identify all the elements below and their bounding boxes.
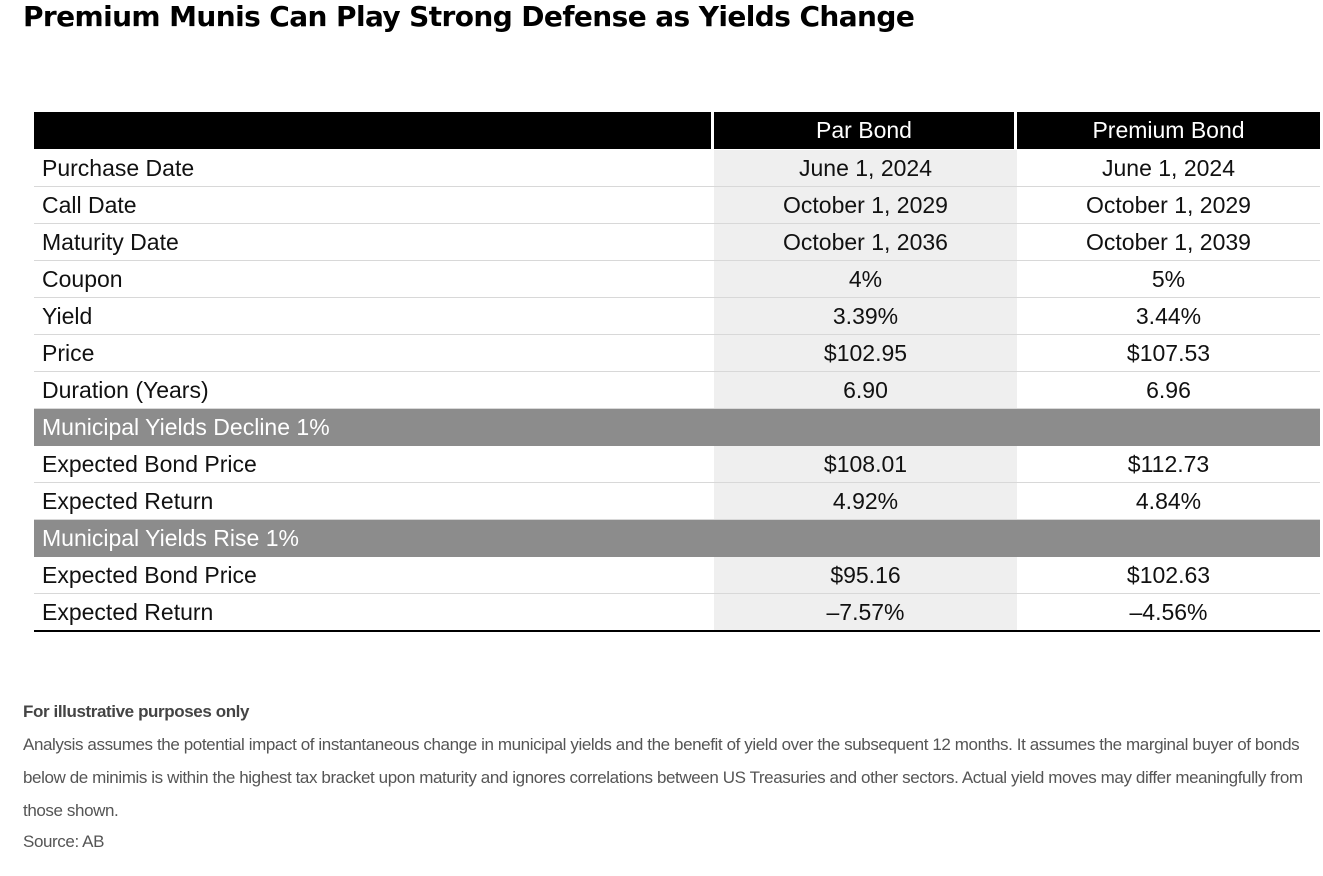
header-par-bond: Par Bond — [714, 112, 1017, 150]
table-header-row: Par Bond Premium Bond — [34, 112, 1320, 150]
par-bond-value: 3.39% — [714, 298, 1017, 335]
par-bond-value: $102.95 — [714, 335, 1017, 372]
footnotes: For illustrative purposes only Analysis … — [23, 700, 1313, 857]
par-bond-value: October 1, 2036 — [714, 224, 1017, 261]
table-row: Expected Bond Price $108.01 $112.73 — [34, 446, 1320, 483]
row-label: Expected Return — [34, 483, 714, 520]
table-row: Purchase Date June 1, 2024 June 1, 2024 — [34, 150, 1320, 187]
premium-bond-value: 4.84% — [1017, 483, 1320, 520]
row-label: Coupon — [34, 261, 714, 298]
row-label: Duration (Years) — [34, 372, 714, 409]
table-row: Expected Return 4.92% 4.84% — [34, 483, 1320, 520]
table-row: Price $102.95 $107.53 — [34, 335, 1320, 372]
table-row: Call Date October 1, 2029 October 1, 2029 — [34, 187, 1320, 224]
row-label: Maturity Date — [34, 224, 714, 261]
par-bond-value: June 1, 2024 — [714, 150, 1017, 187]
section-header-label: Municipal Yields Rise 1% — [34, 520, 1320, 557]
table-row: Coupon 4% 5% — [34, 261, 1320, 298]
par-bond-value: –7.57% — [714, 594, 1017, 632]
table-row: Expected Bond Price $95.16 $102.63 — [34, 557, 1320, 594]
premium-bond-value: 5% — [1017, 261, 1320, 298]
par-bond-value: 4.92% — [714, 483, 1017, 520]
premium-bond-value: 6.96 — [1017, 372, 1320, 409]
row-label: Yield — [34, 298, 714, 335]
premium-bond-value: $107.53 — [1017, 335, 1320, 372]
premium-bond-value: June 1, 2024 — [1017, 150, 1320, 187]
premium-bond-value: 3.44% — [1017, 298, 1320, 335]
section-header-row: Municipal Yields Rise 1% — [34, 520, 1320, 557]
par-bond-value: 6.90 — [714, 372, 1017, 409]
premium-bond-value: $112.73 — [1017, 446, 1320, 483]
par-bond-value: $95.16 — [714, 557, 1017, 594]
source-note: Source: AB — [23, 832, 105, 851]
table-body: Purchase Date June 1, 2024 June 1, 2024 Cal… — [34, 150, 1320, 632]
table-row: Duration (Years) 6.90 6.96 — [34, 372, 1320, 409]
premium-bond-value: $102.63 — [1017, 557, 1320, 594]
header-blank-cell — [34, 112, 714, 150]
row-label: Price — [34, 335, 714, 372]
row-label: Expected Return — [34, 594, 714, 632]
row-label: Purchase Date — [34, 150, 714, 187]
illustrative-note: For illustrative purposes only — [23, 702, 250, 721]
row-label: Expected Bond Price — [34, 446, 714, 483]
row-label: Call Date — [34, 187, 714, 224]
row-label: Expected Bond Price — [34, 557, 714, 594]
chart-title: Premium Munis Can Play Strong Defense as… — [23, 0, 915, 33]
table-row: Maturity Date October 1, 2036 October 1, 2… — [34, 224, 1320, 261]
premium-bond-value: –4.56% — [1017, 594, 1320, 632]
premium-bond-value: October 1, 2039 — [1017, 224, 1320, 261]
par-bond-value: 4% — [714, 261, 1017, 298]
premium-bond-value: October 1, 2029 — [1017, 187, 1320, 224]
bond-comparison-table: Par Bond Premium Bond Purchase Date June … — [34, 112, 1320, 632]
par-bond-value: $108.01 — [714, 446, 1017, 483]
par-bond-value: October 1, 2029 — [714, 187, 1017, 224]
section-header-label: Municipal Yields Decline 1% — [34, 409, 1320, 446]
table-row: Yield 3.39% 3.44% — [34, 298, 1320, 335]
table-row: Expected Return –7.57% –4.56% — [34, 594, 1320, 632]
header-premium-bond: Premium Bond — [1017, 112, 1320, 150]
section-header-row: Municipal Yields Decline 1% — [34, 409, 1320, 446]
analysis-note: Analysis assumes the potential impact of… — [23, 735, 1303, 820]
